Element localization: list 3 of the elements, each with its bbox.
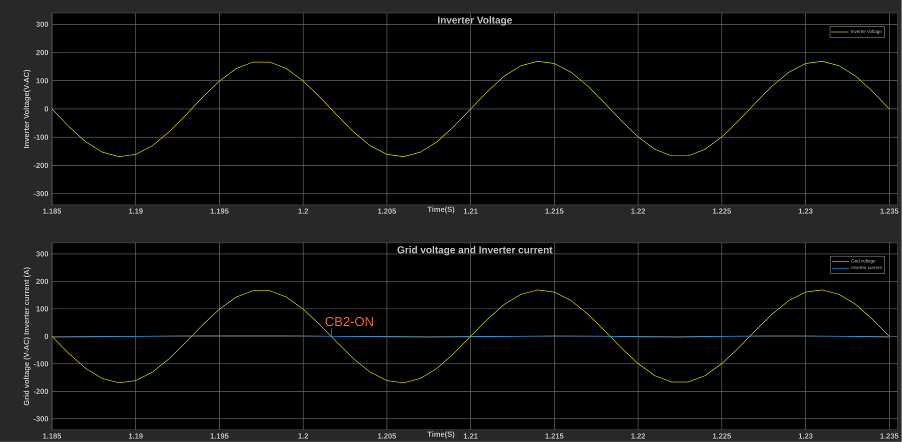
annotation: CB2-ON xyxy=(326,316,373,326)
chart-title: Grid voltage and Inverter current xyxy=(397,246,552,256)
chart-title: Inverter Voltage xyxy=(438,16,512,26)
